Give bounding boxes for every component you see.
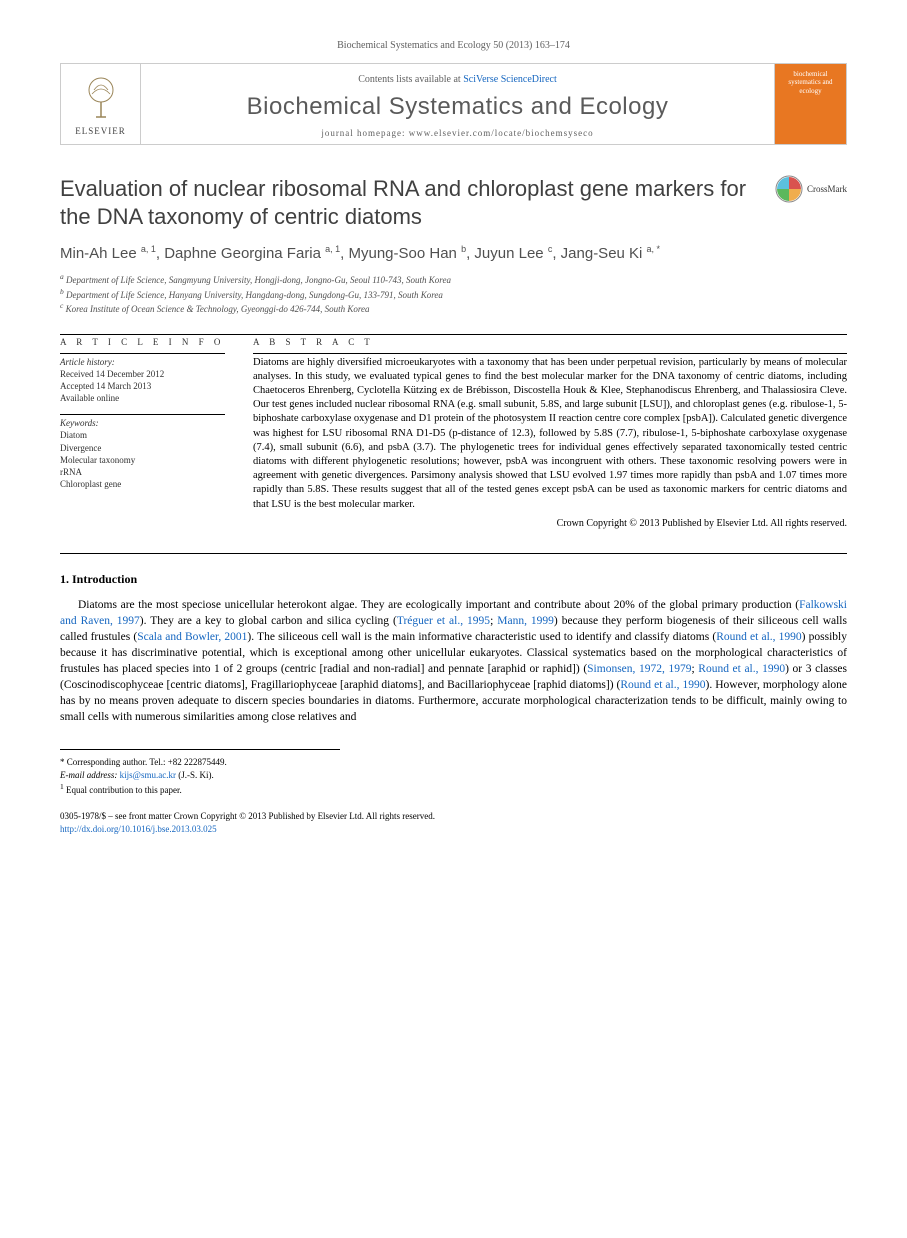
footnotes: * Corresponding author. Tel.: +82 222875… [60,749,340,796]
cover-title: biochemical systematics and ecology [779,70,842,95]
contents-available: Contents lists available at SciVerse Sci… [358,74,557,85]
elsevier-label: ELSEVIER [75,126,126,136]
email-link[interactable]: kijs@smu.ac.kr [120,770,176,780]
title-row: Evaluation of nuclear ribosomal RNA and … [60,175,847,230]
keyword: rRNA [60,466,225,478]
doi-link[interactable]: http://dx.doi.org/10.1016/j.bse.2013.03.… [60,824,217,834]
journal-header: ELSEVIER Contents lists available at Sci… [60,63,847,145]
affiliation-b-text: Department of Life Science, Hanyang Univ… [66,290,443,300]
journal-homepage: journal homepage: www.elsevier.com/locat… [321,128,593,138]
accepted-date: Accepted 14 March 2013 [60,380,225,392]
affiliations: a Department of Life Science, Sangmyung … [60,272,847,316]
received-date: Received 14 December 2012 [60,368,225,380]
affiliation-c: c Korea Institute of Ocean Science & Tec… [60,301,847,316]
affiliation-a: a Department of Life Science, Sangmyung … [60,272,847,287]
sciencedirect-link[interactable]: SciVerse ScienceDirect [463,74,557,85]
journal-title: Biochemical Systematics and Ecology [247,93,669,121]
article-title: Evaluation of nuclear ribosomal RNA and … [60,175,775,230]
section-1-heading: 1. Introduction [60,572,847,587]
corresponding-author: * Corresponding author. Tel.: +82 222875… [60,756,340,769]
intro-paragraph: Diatoms are the most speciose unicellula… [60,597,847,726]
journal-cover-thumbnail: biochemical systematics and ecology [774,64,846,144]
email-label: E-mail address: [60,770,120,780]
page-footer: 0305-1978/$ – see front matter Crown Cop… [60,810,847,835]
contents-prefix: Contents lists available at [358,74,463,85]
header-center: Contents lists available at SciVerse Sci… [141,64,774,144]
article-info-heading: A R T I C L E I N F O [60,337,225,347]
info-abstract-row: A R T I C L E I N F O Article history: R… [60,337,847,529]
info-rule [60,353,225,354]
affiliation-c-text: Korea Institute of Ocean Science & Techn… [66,304,370,314]
abstract-copyright: Crown Copyright © 2013 Published by Else… [253,518,847,529]
authors: Min-Ah Lee a, 1, Daphne Georgina Faria a… [60,244,847,262]
email-line: E-mail address: kijs@smu.ac.kr (J.-S. Ki… [60,769,340,782]
equal-text: Equal contribution to this paper. [66,785,182,795]
available-online: Available online [60,392,225,404]
crossmark-badge[interactable]: CrossMark [775,175,847,203]
journal-reference: Biochemical Systematics and Ecology 50 (… [60,40,847,51]
abstract-heading: A B S T R A C T [253,337,847,347]
equal-contribution: 1 Equal contribution to this paper. [60,782,340,797]
history-label: Article history: [60,356,225,368]
keywords-block: Keywords: Diatom Divergence Molecular ta… [60,417,225,490]
article-history: Article history: Received 14 December 20… [60,356,225,405]
article-info-column: A R T I C L E I N F O Article history: R… [60,337,225,529]
keyword: Molecular taxonomy [60,454,225,466]
crossmark-label: CrossMark [807,184,847,194]
email-suffix: (J.-S. Ki). [176,770,214,780]
footer-copyright: 0305-1978/$ – see front matter Crown Cop… [60,810,847,823]
affiliation-a-text: Department of Life Science, Sangmyung Un… [66,275,451,285]
abstract-rule [253,353,847,354]
rule-bottom [60,553,847,554]
info-rule-2 [60,414,225,415]
rule-top [60,334,847,335]
keyword: Diatom [60,429,225,441]
homepage-prefix: journal homepage: [321,128,408,138]
keywords-label: Keywords: [60,417,225,429]
abstract-column: A B S T R A C T Diatoms are highly diver… [253,337,847,529]
crossmark-icon [775,175,803,203]
keyword: Chloroplast gene [60,478,225,490]
homepage-url[interactable]: www.elsevier.com/locate/biochemsyseco [409,128,594,138]
elsevier-tree-icon [76,72,126,122]
elsevier-logo[interactable]: ELSEVIER [61,64,141,144]
abstract-text: Diatoms are highly diversified microeuka… [253,356,847,512]
affiliation-b: b Department of Life Science, Hanyang Un… [60,287,847,302]
keyword: Divergence [60,442,225,454]
